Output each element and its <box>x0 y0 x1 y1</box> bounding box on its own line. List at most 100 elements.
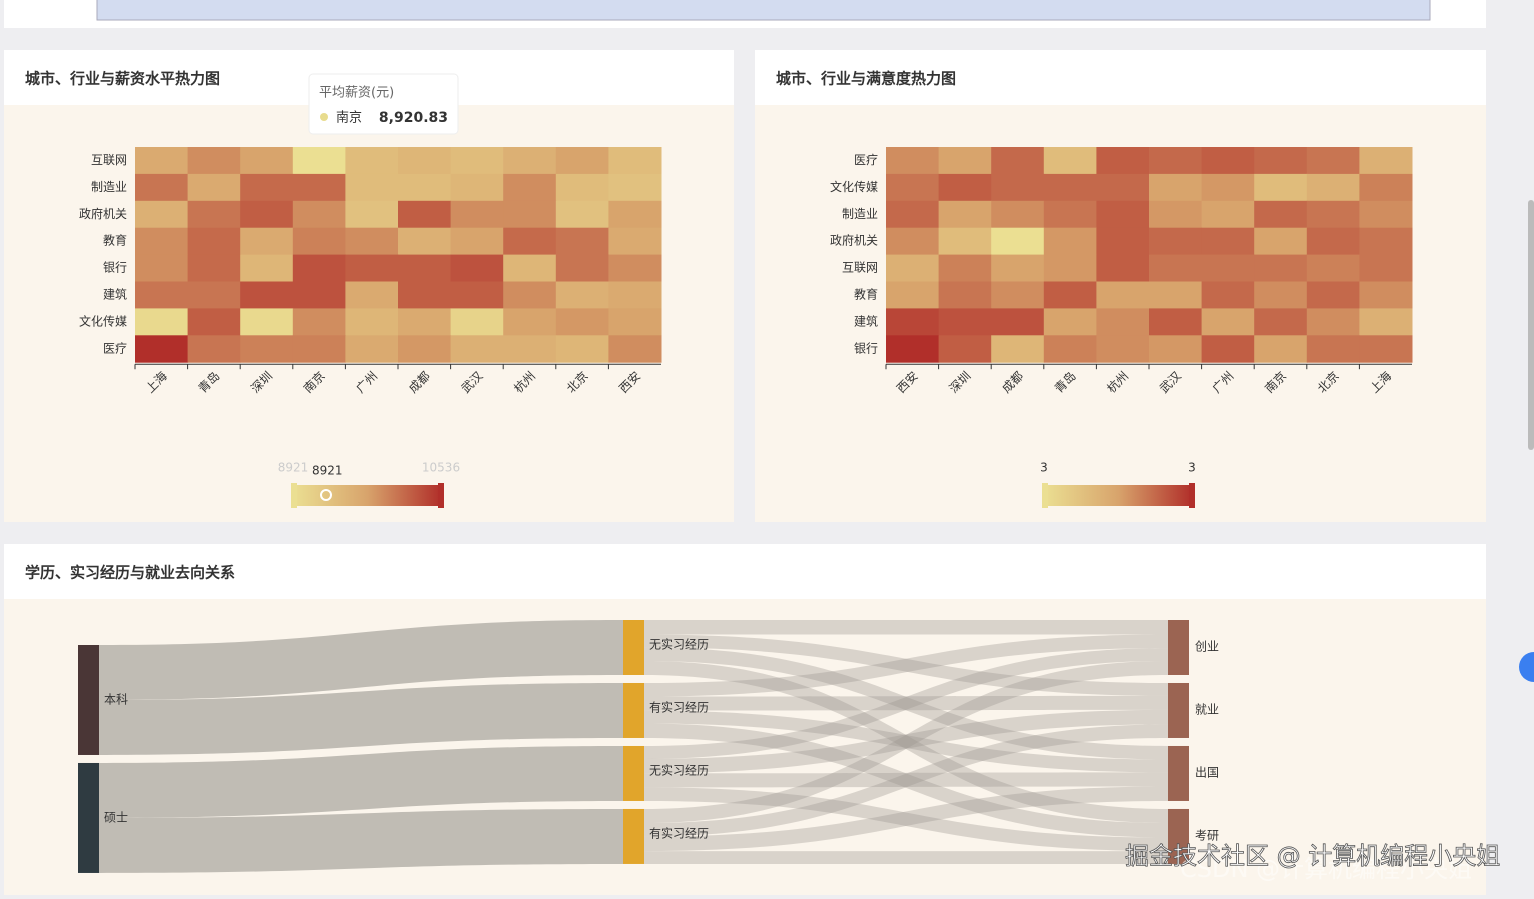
heat-cell <box>1096 281 1150 309</box>
heat-cell <box>1149 281 1203 309</box>
heat-cell <box>1306 173 1360 202</box>
heat-cell <box>1096 173 1150 202</box>
heat-cell <box>292 200 346 229</box>
heat-cell <box>187 227 241 256</box>
heat-cell <box>1149 200 1203 229</box>
visual-map-handle[interactable] <box>438 483 444 508</box>
heat-cell <box>187 335 241 363</box>
heat-cell <box>135 281 189 309</box>
heat-cell <box>1043 308 1097 336</box>
heat-cell <box>1254 200 1308 229</box>
heat-cell <box>555 254 609 282</box>
heat-cell <box>1254 335 1308 363</box>
heat-cell <box>187 147 241 175</box>
heat-cell <box>1096 227 1150 256</box>
sankey-link <box>644 772 1168 788</box>
sankey-node <box>1168 682 1189 738</box>
heat-cell <box>240 335 294 363</box>
heat-cell <box>450 147 504 175</box>
heat-cell <box>503 200 557 229</box>
heat-cell <box>608 281 662 309</box>
heat-cell <box>991 281 1045 309</box>
heat-cell <box>886 147 940 175</box>
heat-cell <box>187 308 241 336</box>
side-button[interactable] <box>1519 652 1534 682</box>
heat-cell <box>398 308 452 336</box>
sankey-link <box>99 682 623 755</box>
heat-cell <box>292 308 346 336</box>
sankey-node <box>1168 745 1189 801</box>
sankey-node <box>623 808 644 864</box>
heat-cell <box>187 254 241 282</box>
heat-cell <box>938 308 992 336</box>
sankey-link <box>644 634 1168 696</box>
heat-cell <box>608 254 662 282</box>
y-tick-label: 教育 <box>103 233 127 248</box>
heat-cell <box>292 147 346 175</box>
heat-cell <box>345 254 399 282</box>
y-tick-label: 银行 <box>103 261 127 275</box>
heat-cell <box>135 254 189 282</box>
heat-cell <box>1359 254 1413 282</box>
tooltip <box>308 73 459 135</box>
heat-cell <box>555 281 609 309</box>
heat-cell <box>292 335 346 363</box>
y-tick-label: 文化传媒 <box>79 313 127 328</box>
heat-cell <box>450 200 504 229</box>
heat-cell <box>292 173 346 202</box>
heat-cell <box>555 227 609 256</box>
heat-cell <box>1043 335 1097 363</box>
visual-map-handle[interactable] <box>1042 483 1048 508</box>
watermark: CSDN @计算机编程小央姐 <box>1180 855 1472 883</box>
heat-cell <box>240 173 294 202</box>
heat-cell <box>1201 227 1255 256</box>
visual-map-handle[interactable] <box>291 483 297 508</box>
heat-cell <box>1306 281 1360 309</box>
heat-cell <box>938 281 992 309</box>
heat-cell <box>1201 254 1255 282</box>
visual-map-handle[interactable] <box>1189 483 1195 508</box>
scrollbar[interactable] <box>1528 200 1534 450</box>
heat-cell <box>292 227 346 256</box>
zoom-bar[interactable] <box>96 0 1431 21</box>
heat-cell <box>1359 173 1413 202</box>
sankey-node-label: 就业 <box>1195 702 1219 716</box>
sankey-node-label: 无实习经历 <box>649 762 709 777</box>
heat-cell <box>886 227 940 256</box>
heat-cell <box>1201 200 1255 229</box>
y-tick-label: 文化传媒 <box>830 179 878 194</box>
sankey-link <box>644 723 1168 838</box>
visual-map-min: 3 <box>1040 461 1048 475</box>
heat-cell <box>1201 335 1255 363</box>
heat-cell <box>991 335 1045 363</box>
y-tick-label: 银行 <box>854 341 878 355</box>
heat-cell <box>555 200 609 229</box>
heat-cell <box>938 335 992 363</box>
heat-cell <box>1149 308 1203 336</box>
heat-cell <box>938 227 992 256</box>
heat-cell <box>398 227 452 256</box>
heat-cell <box>187 200 241 229</box>
heat-cell <box>886 173 940 202</box>
heat-cell <box>1201 281 1255 309</box>
sankey-node <box>1168 620 1189 675</box>
y-tick-label: 制造业 <box>91 180 127 194</box>
heat-cell <box>1149 147 1203 175</box>
heat-cell <box>1254 227 1308 256</box>
heat-cell <box>608 227 662 256</box>
heat-cell <box>1149 173 1203 202</box>
heat-cell <box>450 335 504 363</box>
y-tick-label: 制造业 <box>842 207 878 221</box>
heat-cell <box>398 254 452 282</box>
heat-cell <box>345 200 399 229</box>
visual-map-max: 10536 <box>422 461 460 475</box>
heat-cell <box>991 147 1045 175</box>
heat-cell <box>240 200 294 229</box>
heat-cell <box>555 308 609 336</box>
heat-cell <box>292 254 346 282</box>
sankey-node-label: 硕士 <box>104 810 128 824</box>
heat-cell <box>608 173 662 202</box>
heat-cell <box>938 254 992 282</box>
heat-cell <box>503 147 557 175</box>
